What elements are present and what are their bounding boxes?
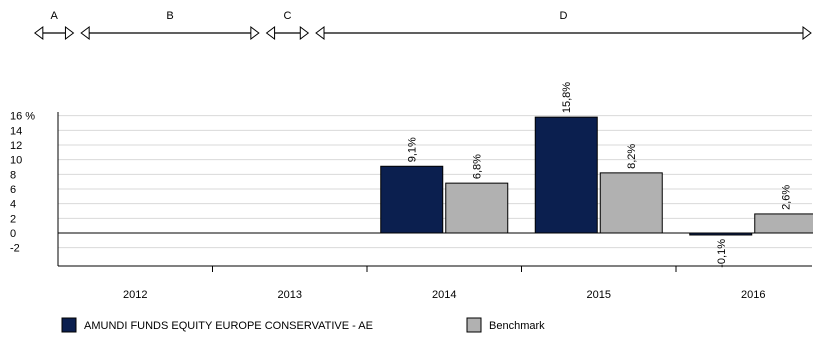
data-label: 9,1% <box>407 137 419 162</box>
legend-swatch <box>466 317 482 333</box>
bar-fund <box>380 165 444 234</box>
legend: AMUNDI FUNDS EQUITY EUROPE CONSERVATIVE … <box>61 317 545 333</box>
y-tick-label: 2 <box>10 213 16 225</box>
data-label: 6,8% <box>472 154 484 179</box>
data-label: 8,2% <box>626 144 638 169</box>
x-tick-label: 2016 <box>741 289 765 301</box>
x-tick-label: 2015 <box>587 289 611 301</box>
data-label: -0,1% <box>716 239 728 268</box>
y-tick-label: 14 <box>10 125 22 137</box>
period-label: D <box>560 10 568 22</box>
x-tick-label: 2012 <box>123 289 147 301</box>
period-label: A <box>50 10 58 22</box>
arrow-left-icon <box>33 26 44 40</box>
bar-benchmark <box>754 213 813 234</box>
y-tick-label: 16 % <box>10 111 35 123</box>
y-tick-label: 0 <box>10 228 16 240</box>
arrow-right-icon <box>250 26 260 40</box>
data-label: 15,8% <box>561 82 573 113</box>
axes: 16 % 14 12 10 8 6 4 2 0 -2 2012 2013 2014 2015 2016 <box>10 111 812 301</box>
y-tick-label: 8 <box>10 169 16 181</box>
y-tick-label: -2 <box>10 243 20 255</box>
period-label: C <box>283 10 291 22</box>
y-tick-label: 10 <box>10 155 22 167</box>
x-tick-label: 2014 <box>432 289 456 301</box>
bar-benchmark <box>445 182 509 234</box>
bars <box>380 116 813 236</box>
x-tick-label: 2013 <box>278 289 302 301</box>
bar-fund <box>534 116 598 234</box>
legend-label: Benchmark <box>489 320 545 332</box>
arrow-right-icon <box>64 26 75 40</box>
y-tick-label: 12 <box>10 140 22 152</box>
period-label: B <box>166 10 173 22</box>
arrow-left-icon <box>265 26 276 40</box>
legend-label: AMUNDI FUNDS EQUITY EUROPE CONSERVATIVE … <box>84 320 373 332</box>
data-label: 2,6% <box>781 185 793 210</box>
y-tick-label: 4 <box>10 199 16 211</box>
period-markers: A B C D <box>33 10 812 40</box>
legend-swatch <box>61 317 77 333</box>
arrow-right-icon <box>299 26 310 40</box>
data-labels: 9,1% 6,8% 15,8% 8,2% -0,1% 2,6% <box>407 82 793 268</box>
arrow-left-icon <box>80 26 90 40</box>
arrow-right-icon <box>802 26 812 40</box>
bar-fund <box>689 232 753 236</box>
bar-benchmark <box>599 172 663 234</box>
arrow-left-icon <box>315 26 325 40</box>
y-tick-label: 6 <box>10 184 16 196</box>
